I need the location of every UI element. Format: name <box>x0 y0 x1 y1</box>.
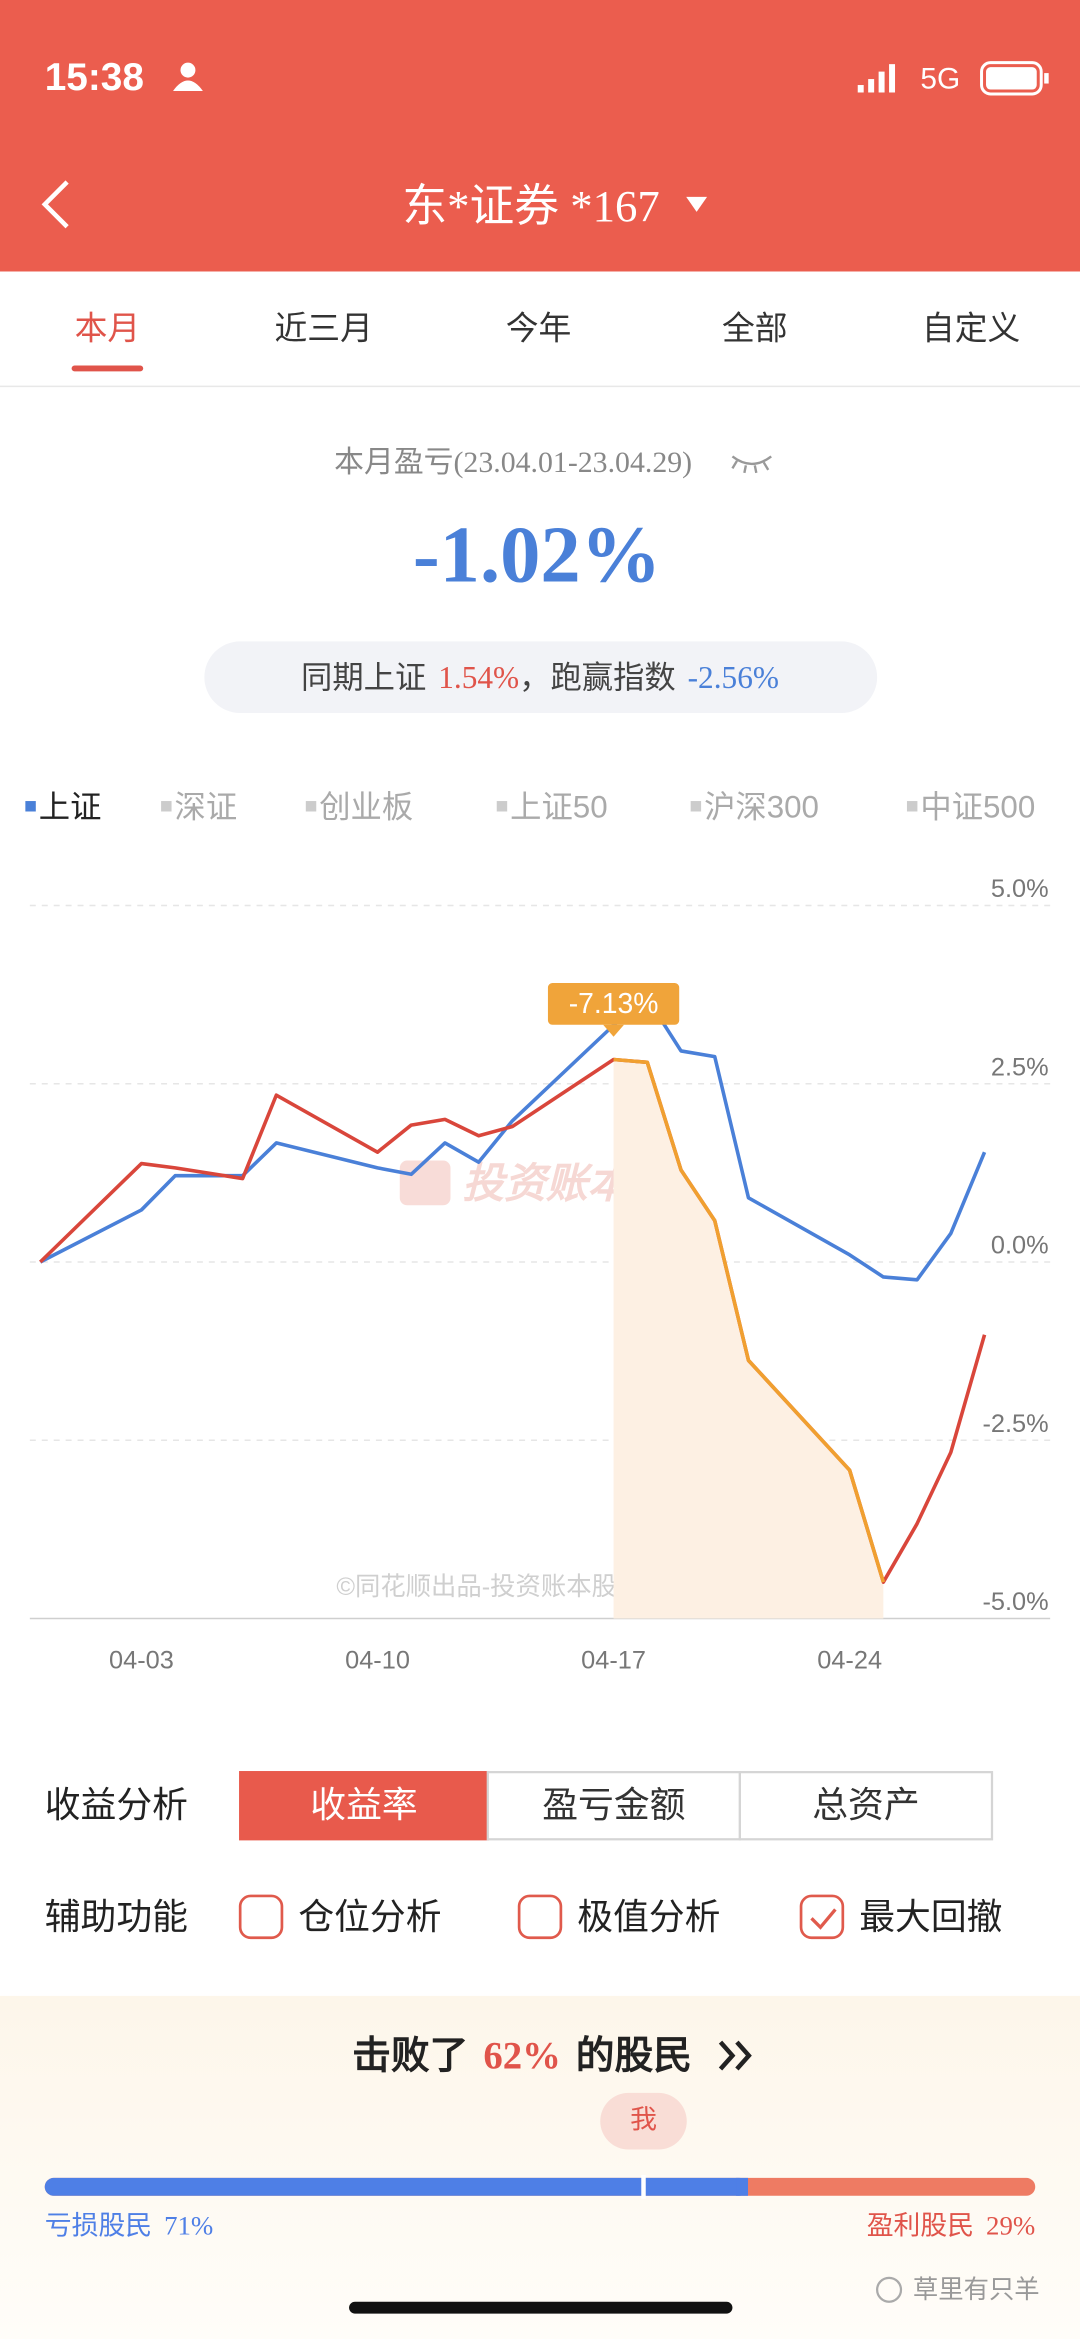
signal-icon <box>857 64 896 93</box>
checkbox[interactable] <box>517 1894 563 1940</box>
profit-label: 盈利股民 <box>867 2211 974 2241</box>
legend-swatch <box>906 801 918 812</box>
checkmark <box>810 1908 837 1930</box>
back-button[interactable] <box>41 180 69 229</box>
ranking-arrows[interactable] <box>718 2040 752 2071</box>
legend-swatch <box>25 801 36 812</box>
x-tick-label: 04-10 <box>345 1646 410 1674</box>
drawdown-line <box>613 1057 886 1583</box>
tab[interactable]: 今年 <box>506 310 572 347</box>
legend-label[interactable]: 沪深300 <box>704 790 819 825</box>
chart: -5.0% -2.5% 0.0% 2.5% 5.0% 04-03 04-10 04-17 04-… <box>25 790 1051 1674</box>
legend-swatch <box>161 801 172 812</box>
month-return: -1.02% <box>413 510 661 599</box>
x-tick-label: 04-24 <box>817 1646 882 1674</box>
me-label: 我 <box>630 2105 657 2135</box>
x-tick-label: 04-17 <box>581 1646 646 1674</box>
legend-label[interactable]: 创业板 <box>319 790 413 825</box>
legend-swatch <box>305 801 317 812</box>
tab[interactable]: 自定义 <box>922 310 1020 347</box>
y-tick-label: 2.5% <box>991 1053 1049 1081</box>
y-tick-label: -2.5% <box>982 1410 1048 1438</box>
loss-label: 亏损股民 <box>45 2211 152 2241</box>
legend-label[interactable]: 上证50 <box>510 790 607 825</box>
wechat-icon <box>876 2276 903 2303</box>
y-tick-label: 0.0% <box>991 1232 1049 1260</box>
compare-pill <box>204 641 878 714</box>
y-tick-label: -5.0% <box>982 1588 1048 1616</box>
legend-swatch <box>690 801 702 812</box>
account-title[interactable]: 东*证券 *167 <box>402 181 659 231</box>
home-indicator <box>349 2301 733 2314</box>
compare-prefix: 同期上证 <box>301 660 426 695</box>
drawdown-label-bg <box>547 983 680 1025</box>
excess-return: -2.56% <box>688 660 779 695</box>
checkbox[interactable] <box>799 1894 845 1940</box>
compare-middle: ，跑赢指数 <box>519 660 676 695</box>
compare-text: 同期上证 1.54%，跑赢指数 -2.56% <box>301 660 779 695</box>
legend-label[interactable]: 上证 <box>39 790 102 825</box>
loss-bar-end <box>736 2177 749 2196</box>
loss-caption: 亏损股民 71% <box>45 2211 214 2241</box>
eye-icon[interactable] <box>731 455 772 474</box>
watermark-logo <box>399 1160 451 1206</box>
checkbox-label[interactable]: 仓位分析 <box>298 1897 441 1937</box>
ranking-suffix: 的股民 <box>576 2034 692 2077</box>
segment-label[interactable]: 收益率 <box>310 1785 417 1825</box>
checkbox-label[interactable]: 极值分析 <box>577 1897 720 1937</box>
x-tick-label: 04-03 <box>109 1646 174 1674</box>
loss-bar <box>44 2177 749 2196</box>
me-bubble <box>600 2092 687 2150</box>
loss-share: 71% <box>164 2211 213 2241</box>
legend-swatch <box>496 801 508 812</box>
battery-icon <box>980 61 1049 96</box>
tabs: 本月 近三月 今年 全部 自定义 <box>71 310 1020 372</box>
legend-label[interactable]: 中证500 <box>920 790 1035 825</box>
checkbox[interactable] <box>238 1894 284 1940</box>
segment-label[interactable]: 盈亏金额 <box>542 1785 685 1825</box>
y-tick-label: 5.0% <box>991 875 1049 903</box>
tab-underline <box>71 365 144 372</box>
ranking-bg <box>0 1995 1080 2339</box>
network: 5G <box>920 63 960 96</box>
tools-label: 辅助功能 <box>45 1897 188 1937</box>
period-label: 本月盈亏(23.04.01-23.04.29) <box>334 446 692 479</box>
analysis-label: 收益分析 <box>45 1785 188 1825</box>
tab[interactable]: 近三月 <box>275 310 373 347</box>
ranking-title[interactable]: 击败了 62% 的股民 <box>352 2034 692 2077</box>
profit-caption: 盈利股民 29% <box>867 2211 1036 2241</box>
index-return: 1.54% <box>438 660 519 695</box>
dropdown-arrow[interactable] <box>686 196 708 212</box>
time: 15:38 <box>45 56 144 99</box>
legend-label[interactable]: 深证 <box>175 790 238 825</box>
segment[interactable] <box>738 1771 994 1841</box>
ranking-prefix: 击败了 <box>352 2034 468 2077</box>
segment-label[interactable]: 总资产 <box>812 1785 919 1825</box>
drawdown-area <box>613 1059 884 1619</box>
checkbox-label[interactable]: 最大回撤 <box>859 1897 1002 1937</box>
drawdown-label: -7.13% <box>569 988 659 1020</box>
index-line <box>39 996 987 1282</box>
ranking-percent: 62% <box>483 2034 561 2077</box>
chart-watermark: 投资账本 <box>462 1159 634 1206</box>
tab[interactable]: 全部 <box>722 310 788 347</box>
profit-share: 29% <box>986 2211 1035 2241</box>
author-watermark: 草里有只羊 <box>913 2276 1040 2304</box>
drawdown-pointer <box>603 1024 625 1037</box>
person-icon <box>173 62 203 91</box>
tab[interactable]: 本月 <box>75 310 141 347</box>
header-bg <box>0 0 1080 272</box>
